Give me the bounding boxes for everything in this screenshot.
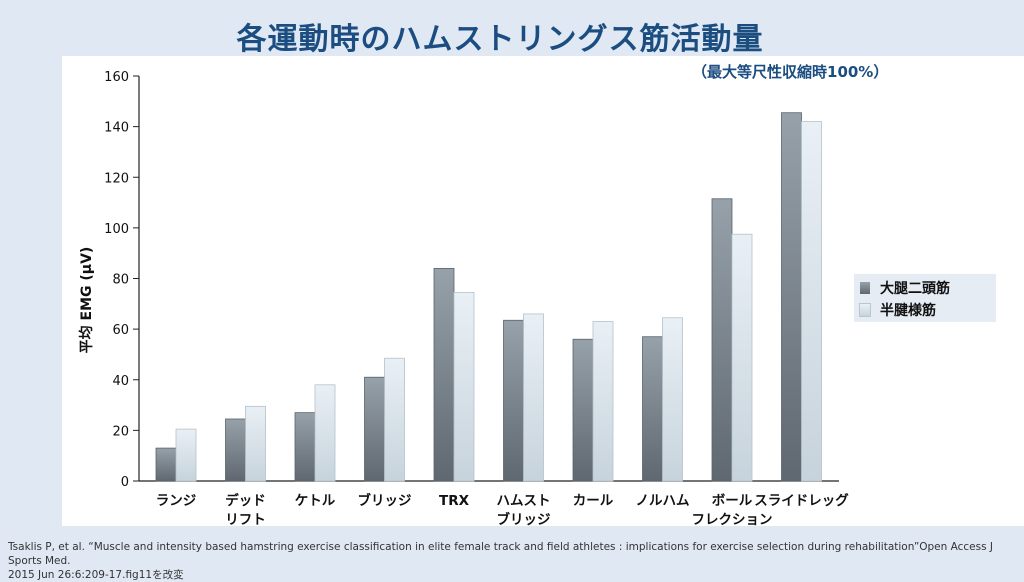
legend-label-semitendinosus: 半腱様筋 bbox=[880, 303, 936, 319]
y-tick-label: 0 bbox=[121, 475, 129, 490]
x-tick-label: スライドレッグ bbox=[754, 492, 849, 509]
legend-label-biceps: 大腿二頭筋 bbox=[880, 281, 950, 297]
bar-biceps bbox=[433, 267, 455, 482]
x-tick-label: ハムスト bbox=[497, 493, 551, 509]
bar-semitendinosus bbox=[245, 405, 266, 482]
legend-item-biceps: 大腿二頭筋 bbox=[860, 278, 950, 298]
x-tick-label: デッド bbox=[225, 492, 266, 509]
y-tick-label: 160 bbox=[104, 70, 129, 85]
bar-semitendinosus bbox=[453, 292, 475, 482]
y-tick-label: 20 bbox=[112, 424, 129, 439]
x-tick-label: ブリッジ bbox=[497, 511, 551, 528]
x-tick-label: ノルハム bbox=[636, 493, 690, 509]
legend-swatch-biceps bbox=[860, 282, 870, 294]
bar-biceps bbox=[572, 338, 594, 482]
bar-semitendinosus bbox=[314, 384, 336, 482]
bar-biceps bbox=[642, 336, 663, 482]
chart-title: 各運動時のハムストリングス筋活動量 bbox=[236, 22, 764, 57]
bar-biceps bbox=[711, 198, 733, 482]
bar-semitendinosus bbox=[801, 121, 822, 482]
x-tick-label: ケトル bbox=[295, 493, 336, 509]
y-tick-label: 120 bbox=[104, 171, 129, 186]
bar-semitendinosus bbox=[384, 357, 405, 482]
bar-semitendinosus bbox=[731, 233, 753, 482]
bar-semitendinosus bbox=[175, 428, 197, 482]
y-tick-label: 40 bbox=[112, 374, 129, 389]
bar-biceps bbox=[294, 412, 316, 482]
y-tick-label: 80 bbox=[112, 273, 129, 288]
bar-biceps bbox=[781, 112, 802, 482]
y-tick-label: 60 bbox=[112, 323, 129, 338]
bar-biceps bbox=[155, 447, 177, 482]
source-line-2: 2015 Jun 26:6:209-17.fig11を改変 bbox=[8, 569, 184, 581]
bar-semitendinosus bbox=[592, 321, 614, 482]
bar-biceps bbox=[364, 376, 385, 482]
chart-subtitle: （最大等尺性収縮時100%） bbox=[692, 63, 889, 81]
x-tick-label: ランジ bbox=[156, 493, 197, 509]
bar-biceps bbox=[225, 418, 246, 482]
x-tick-label: フレクション bbox=[692, 512, 773, 528]
x-tick-label: ブリッジ bbox=[358, 492, 412, 509]
bar-semitendinosus bbox=[662, 317, 683, 482]
x-tick-label: TRX bbox=[439, 493, 470, 509]
x-tick-label: ボール bbox=[712, 493, 753, 509]
source-line-1: Tsaklis P, et al. “Muscle and intensity … bbox=[8, 541, 994, 567]
bar-semitendinosus bbox=[523, 313, 544, 482]
y-tick-label: 100 bbox=[104, 222, 129, 237]
x-tick-label: リフト bbox=[225, 512, 266, 528]
legend: 大腿二頭筋 半腱様筋 bbox=[854, 274, 996, 322]
y-tick-label: 140 bbox=[104, 121, 129, 136]
x-tick-label: カール bbox=[573, 493, 614, 509]
legend-swatch-semitendinosus bbox=[859, 303, 871, 317]
legend-item-semitendinosus: 半腱様筋 bbox=[859, 300, 936, 320]
bar-biceps bbox=[503, 319, 524, 482]
